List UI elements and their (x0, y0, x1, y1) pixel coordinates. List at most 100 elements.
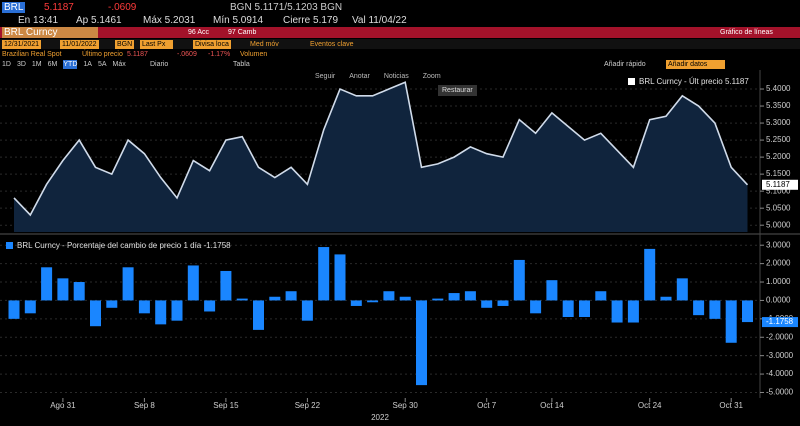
security-name: Brazilian Real Spot (2, 51, 62, 58)
bar (660, 296, 672, 301)
y-tick-label: 3.0000 (766, 240, 791, 249)
bar (367, 300, 379, 303)
bar (644, 248, 656, 301)
bar (285, 291, 297, 301)
x-tick-label: Oct 24 (638, 401, 662, 410)
legend-label: BRL Curncy - Últ precio 5.1187 (639, 77, 749, 86)
actions-menu[interactable]: 96 Acc (188, 29, 210, 36)
period-button[interactable]: 1D (2, 61, 11, 68)
bar (383, 291, 395, 301)
bar (334, 254, 346, 301)
add-data[interactable]: Añadir datos (666, 60, 726, 69)
x-tick-label: Sep 8 (134, 401, 155, 410)
info-pct: -1.17% (208, 51, 231, 58)
ticker[interactable]: BRL (2, 2, 26, 13)
period-button[interactable]: 5A (97, 61, 107, 68)
bar (709, 300, 721, 319)
bar (155, 300, 167, 325)
period-button[interactable]: YTD (63, 60, 78, 69)
last-value-tag (762, 179, 798, 190)
title-bar (0, 27, 800, 38)
y-tick-label: -2.0000 (766, 332, 794, 341)
y-tick-label: -3.0000 (766, 351, 794, 360)
y-tick-label: 5.2500 (766, 135, 791, 144)
bar (253, 300, 264, 330)
period-button[interactable]: 1A (83, 61, 92, 68)
y-tick-label: -4.0000 (766, 369, 794, 378)
y-tick-label: 0.0000 (766, 296, 791, 305)
period-button[interactable]: Máx (112, 61, 126, 68)
x-tick-label: Sep 30 (393, 401, 419, 410)
open: Ap 5.1461 (76, 15, 122, 26)
y-tick-label: 5.1500 (766, 169, 791, 178)
high: Máx 5.2031 (143, 15, 196, 26)
bar (122, 267, 134, 301)
value-date: Val 11/04/22 (352, 15, 407, 26)
bar (73, 282, 85, 301)
key-events[interactable]: Eventos clave (310, 41, 354, 48)
bar (301, 300, 313, 321)
bar (138, 300, 150, 314)
bar (220, 270, 232, 301)
view-name: Gráfico de líneas (720, 29, 773, 36)
bar (481, 300, 493, 308)
end-date[interactable]: 11/01/2022 (60, 40, 99, 49)
chart-tool[interactable]: Anotar (349, 73, 370, 80)
period-button[interactable]: 3D (16, 61, 26, 68)
bar (24, 300, 36, 314)
y-tick-label: 2.0000 (766, 259, 791, 268)
bar (464, 291, 476, 301)
bar (236, 298, 248, 301)
chart: 5.0000 5.0500 5.1000 5.1500 5.2000 5.2500 5.30… (0, 70, 800, 422)
settings-bar (0, 39, 800, 49)
x-tick-label: Ago 31 (50, 401, 76, 410)
y-tick-label: 1.0000 (766, 277, 791, 286)
bar (432, 298, 444, 301)
y-tick-label: 5.0000 (766, 220, 791, 229)
quick-add[interactable]: Añadir rápido (604, 61, 646, 68)
chart-tool[interactable]: Noticias (383, 73, 409, 80)
bar (318, 247, 330, 301)
period-button[interactable]: 6M (47, 61, 58, 68)
bar (204, 300, 216, 312)
info-change: -.0609 (177, 51, 197, 58)
bar (513, 259, 525, 301)
x-tick-label: Oct 7 (477, 401, 497, 410)
frequency[interactable]: Diario (150, 61, 169, 68)
x-tick-label: Sep 15 (213, 401, 239, 410)
last-value-label: -1.1758 (766, 317, 794, 326)
restore-button[interactable]: Restaurar (438, 85, 477, 96)
legend-swatch (6, 242, 13, 249)
bar (611, 300, 623, 323)
period-button[interactable]: 1M (31, 61, 42, 68)
chart-tool[interactable]: Seguir (315, 73, 336, 80)
y-tick-label: -5.0000 (766, 388, 794, 397)
quote-header (0, 0, 800, 27)
compare-menu[interactable]: 97 Camb (228, 29, 257, 36)
bar (57, 278, 69, 301)
security[interactable]: BRL Curncy (2, 27, 98, 38)
source[interactable]: BGN (115, 40, 135, 49)
chart-tool[interactable]: Zoom (422, 73, 441, 80)
currency[interactable]: Divisa loca (193, 40, 231, 49)
last-label: Último precio (82, 51, 123, 58)
bar (8, 300, 20, 319)
bar (187, 265, 199, 301)
start-date[interactable]: 12/31/2021 (2, 40, 42, 49)
bar (693, 300, 705, 316)
bar (546, 280, 558, 301)
price-change: -.0609 (108, 2, 137, 13)
area-fill (14, 82, 748, 232)
bar (106, 300, 118, 308)
x-tick-label: Oct 31 (719, 401, 743, 410)
y-tick-label: 5.3500 (766, 101, 791, 110)
bar (627, 300, 639, 323)
field[interactable]: Last Px (140, 40, 174, 49)
bar (497, 300, 509, 306)
x-axis-label: 2022 (371, 413, 389, 422)
low: Mín 5.0914 (213, 15, 264, 26)
info-last: 5.1187 (127, 51, 148, 58)
table-button[interactable]: Tabla (233, 61, 250, 68)
moving-average[interactable]: Med móv (250, 41, 279, 48)
bar (595, 291, 607, 301)
